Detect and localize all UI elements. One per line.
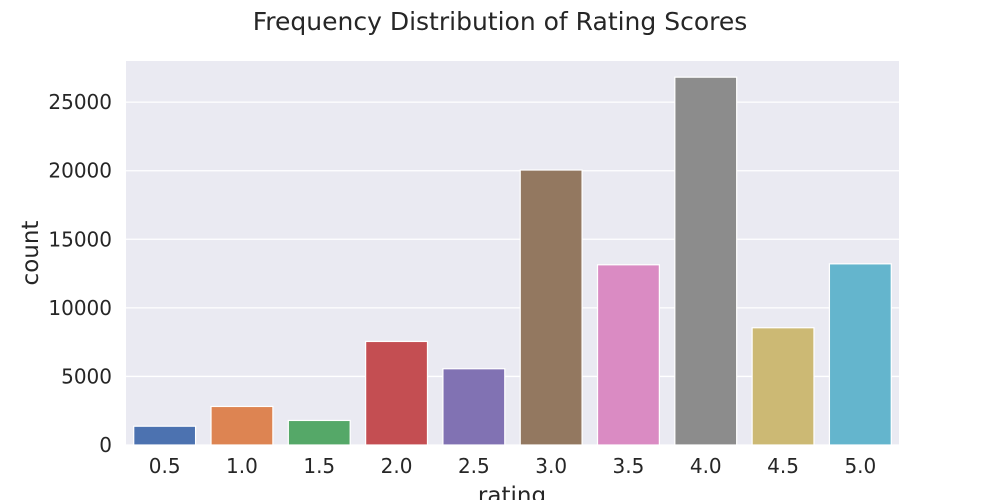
y-tick-label: 15000 xyxy=(48,227,112,251)
x-tick-label: 1.0 xyxy=(226,454,258,478)
bar-rating-5.0 xyxy=(828,263,892,446)
y-tick-label: 20000 xyxy=(48,159,112,183)
bars xyxy=(133,76,892,446)
x-tick-label: 4.0 xyxy=(690,454,722,478)
x-axis-label: rating xyxy=(478,483,546,500)
x-tick-labels: 0.5 1.0 1.5 2.0 2.5 3.0 3.5 4.0 4.5 5.0 xyxy=(149,454,877,478)
chart-title: Frequency Distribution of Rating Scores xyxy=(253,7,748,36)
bar-rating-0.5 xyxy=(133,425,197,446)
y-tick-labels: 0 5000 10000 15000 20000 25000 xyxy=(48,90,112,457)
y-tick-label: 10000 xyxy=(48,296,112,320)
bar-rating-1.0 xyxy=(210,405,274,446)
x-tick-label: 3.0 xyxy=(535,454,567,478)
y-axis-label: count xyxy=(18,221,44,286)
x-tick-label: 2.0 xyxy=(381,454,413,478)
bar-rating-3.0 xyxy=(519,169,583,446)
x-tick-label: 3.5 xyxy=(613,454,645,478)
x-tick-label: 1.5 xyxy=(303,454,335,478)
bar-rating-2.5 xyxy=(442,368,506,446)
bar-rating-1.5 xyxy=(287,419,351,446)
x-tick-label: 0.5 xyxy=(149,454,181,478)
bar-rating-4.0 xyxy=(674,76,738,446)
bar-rating-4.5 xyxy=(751,327,815,446)
x-tick-label: 2.5 xyxy=(458,454,490,478)
y-tick-label: 25000 xyxy=(48,90,112,114)
y-tick-label: 0 xyxy=(99,433,112,457)
x-tick-label: 4.5 xyxy=(767,454,799,478)
y-tick-label: 5000 xyxy=(61,364,112,388)
bar-rating-2.0 xyxy=(365,340,429,446)
x-tick-label: 5.0 xyxy=(844,454,876,478)
bar-rating-3.5 xyxy=(596,264,660,446)
